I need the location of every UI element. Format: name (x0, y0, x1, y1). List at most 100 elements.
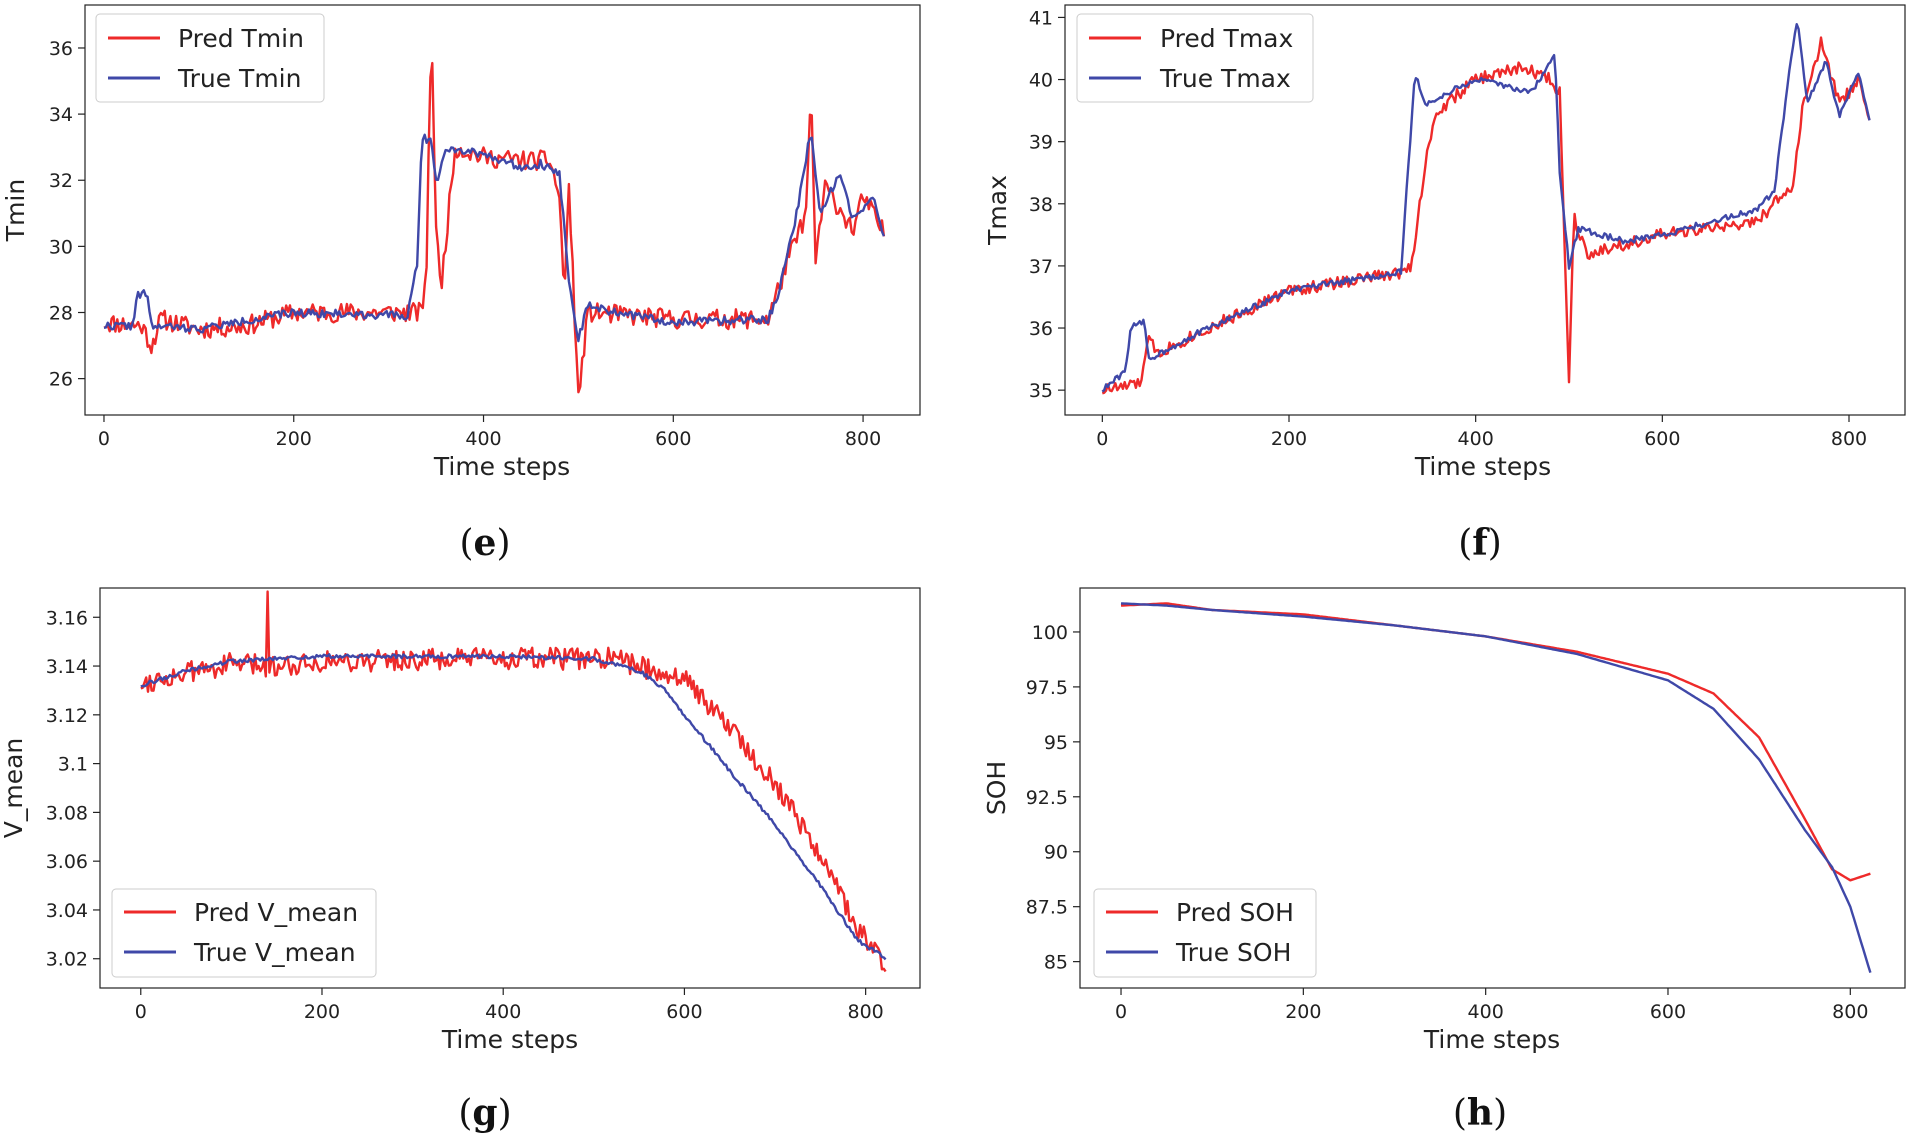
legend: Pred V_mean True V_mean (111, 888, 377, 978)
y-tick-label: 34 (49, 104, 73, 126)
series-layer (103, 61, 886, 394)
panel-e: 0 200 400 600 800 26 28 30 32 34 36 Time… (1, 4, 921, 564)
x-tick-label: 0 (135, 1001, 147, 1023)
y-tick-label: 38 (1029, 194, 1053, 216)
y-tick-label: 35 (1029, 380, 1053, 402)
series-layer (1120, 602, 1872, 973)
legend-box (95, 13, 325, 103)
y-tick-label: 92.5 (1026, 787, 1068, 809)
x-tick-label: 400 (1458, 428, 1494, 450)
x-tick-label: 600 (1650, 1001, 1686, 1023)
y-tick-label: 85 (1044, 952, 1068, 974)
y-axis-label: Tmin (1, 179, 30, 242)
x-axis-label: Time steps (1423, 1025, 1560, 1054)
caption-letter: h (1467, 1092, 1493, 1134)
y-tick-label: 87.5 (1026, 897, 1068, 919)
caption-letter: e (474, 522, 497, 564)
y-tick-label: 30 (49, 236, 73, 258)
legend-label-true: True SOH (1175, 938, 1291, 967)
panel-caption: (f) (1458, 522, 1502, 564)
x-tick-label: 800 (845, 428, 881, 450)
series-line-true (1101, 23, 1871, 393)
legend-label-pred: Pred Tmax (1160, 24, 1293, 53)
plot-frame (99, 587, 921, 989)
x-tick-label: 400 (465, 428, 501, 450)
legend: Pred SOH True SOH (1093, 888, 1317, 978)
y-tick-label: 28 (49, 303, 73, 325)
x-tick-label: 400 (1468, 1001, 1504, 1023)
legend-box (1076, 13, 1314, 103)
y-tick-label: 37 (1029, 256, 1053, 278)
caption-open: ( (1458, 523, 1472, 564)
y-tick-label: 3.04 (46, 900, 88, 922)
y-tick-label: 26 (49, 369, 73, 391)
x-tick-label: 600 (1644, 428, 1680, 450)
panel-caption: (e) (460, 522, 511, 564)
caption-open: ( (458, 1093, 472, 1134)
legend-label-true: True Tmin (177, 64, 301, 93)
series-line-pred (103, 61, 886, 394)
axis-ticks (78, 47, 864, 422)
series-layer (1101, 23, 1871, 395)
x-tick-label: 800 (1831, 428, 1867, 450)
legend: Pred Tmin True Tmin (95, 13, 325, 103)
x-tick-label: 800 (848, 1001, 884, 1023)
y-tick-label: 3.12 (46, 705, 88, 727)
x-tick-label: 200 (1285, 1001, 1321, 1023)
plot-frame (1064, 4, 1906, 416)
axis-ticks (1058, 16, 1850, 422)
series-line-pred (140, 590, 887, 973)
x-tick-label: 200 (1271, 428, 1307, 450)
series-layer (140, 590, 887, 973)
panel-f: 0 200 400 600 800 35 36 37 38 39 40 41 T… (983, 4, 1906, 564)
y-tick-label: 36 (1029, 318, 1053, 340)
x-tick-label: 200 (276, 428, 312, 450)
legend-label-true: True V_mean (193, 938, 356, 967)
caption-open: ( (460, 523, 474, 564)
x-axis-label: Time steps (441, 1025, 578, 1054)
legend-label-pred: Pred V_mean (194, 898, 358, 927)
legend-label-true: True Tmax (1159, 64, 1291, 93)
x-tick-label: 600 (655, 428, 691, 450)
caption-close: ) (1488, 523, 1502, 564)
x-axis-label: Time steps (433, 452, 570, 481)
caption-close: ) (1493, 1093, 1507, 1134)
legend-label-pred: Pred Tmin (178, 24, 304, 53)
caption-letter: g (472, 1092, 497, 1134)
caption-open: ( (1453, 1093, 1467, 1134)
caption-letter: f (1472, 522, 1490, 564)
y-tick-label: 41 (1029, 7, 1053, 29)
y-tick-label: 36 (49, 38, 73, 60)
y-tick-label: 3.16 (46, 607, 88, 629)
x-tick-label: 400 (485, 1001, 521, 1023)
x-tick-label: 200 (304, 1001, 340, 1023)
y-tick-label: 40 (1029, 70, 1053, 92)
series-line-pred (1120, 602, 1871, 882)
y-tick-label: 3.14 (46, 656, 88, 678)
x-tick-label: 0 (98, 428, 110, 450)
legend: Pred Tmax True Tmax (1076, 13, 1314, 103)
panel-g: 0 200 400 600 800 3.02 3.04 3.06 3.08 3.… (0, 587, 921, 1134)
series-line-true (140, 653, 887, 961)
y-tick-label: 3.06 (46, 851, 88, 873)
y-axis-label: Tmax (983, 175, 1012, 246)
series-line-true (1120, 602, 1872, 973)
y-axis-label: V_mean (0, 738, 28, 839)
y-tick-label: 32 (49, 170, 73, 192)
axis-ticks (93, 616, 867, 995)
y-tick-label: 3.02 (46, 949, 88, 971)
x-tick-label: 600 (666, 1001, 702, 1023)
axis-ticks (1073, 631, 1851, 995)
y-axis-label: SOH (982, 761, 1011, 815)
x-axis-label: Time steps (1414, 452, 1551, 481)
x-tick-label: 0 (1096, 428, 1108, 450)
y-tick-label: 95 (1044, 732, 1068, 754)
x-tick-label: 0 (1115, 1001, 1127, 1023)
y-tick-label: 97.5 (1026, 677, 1068, 699)
legend-label-pred: Pred SOH (1176, 898, 1294, 927)
x-tick-label: 800 (1832, 1001, 1868, 1023)
y-tick-label: 3.08 (46, 802, 88, 824)
plot-frame (84, 4, 921, 416)
y-tick-label: 100 (1032, 622, 1068, 644)
